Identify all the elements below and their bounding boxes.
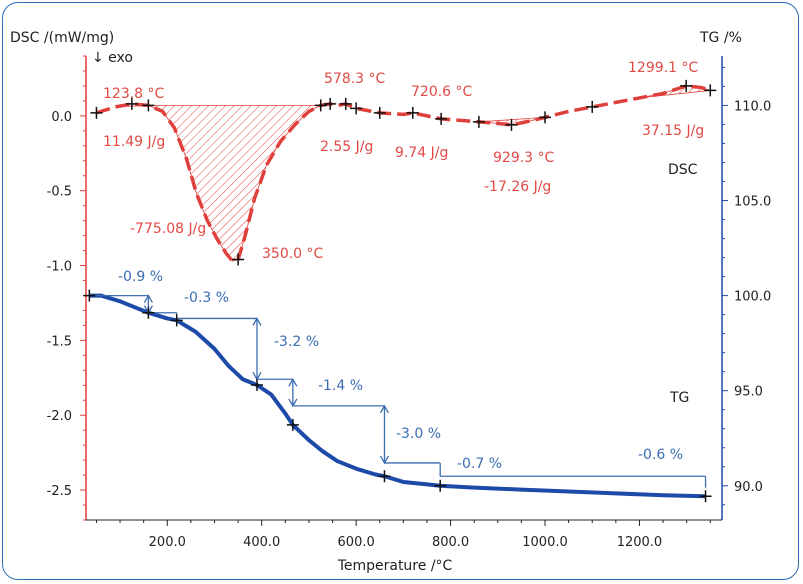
peak-1-temp: 123.8 °C [103, 86, 165, 102]
dsc-marker [406, 106, 419, 119]
y-axis-right-label: TG /% [699, 30, 742, 46]
dsc-marker [350, 102, 363, 115]
tg-step-3-label: -3.2 % [274, 334, 319, 350]
peak-3-enthalpy: 2.55 J/g [320, 139, 373, 155]
dsc-marker [373, 106, 386, 119]
peak-1-enthalpy: 11.49 J/g [103, 134, 165, 150]
tg-step-6-label: -0.7 % [457, 456, 502, 472]
exo-direction-note: ↓ exo [92, 50, 133, 66]
tg-step-7-label: -0.6 % [638, 447, 683, 463]
x-axis-label: Temperature /°C [337, 558, 453, 574]
peak-2-temp: 350.0 °C [262, 246, 324, 262]
tg-marker [170, 314, 183, 327]
y-left-tick-label: -0.5 [47, 185, 72, 200]
x-tick-label: 200.0 [149, 535, 186, 550]
y-left-tick-label: 0.0 [51, 110, 72, 125]
tg-marker [699, 490, 712, 503]
tg-step-2-label: -0.3 % [184, 290, 229, 306]
tg-marker [434, 479, 447, 492]
tg-arrowhead-up [379, 404, 390, 414]
y-right-tick-label: 90.0 [734, 480, 763, 495]
peak-4-enthalpy: 9.74 J/g [395, 145, 448, 161]
tg-marker [286, 418, 299, 431]
peak-4-temp: 720.6 °C [411, 84, 473, 100]
dsc-marker [125, 97, 138, 110]
y-left-tick-label: -2.0 [47, 409, 72, 424]
tg-arrowhead-up [288, 377, 298, 387]
dsc-marker [680, 79, 693, 92]
y-right-tick-label: 100.0 [734, 290, 771, 305]
dsc-marker [435, 112, 448, 125]
y-left-tick-label: -1.0 [47, 260, 72, 275]
x-tick-label: 1000.0 [522, 535, 568, 550]
dsc-marker [505, 118, 518, 131]
tg-step-4-label: -1.4 % [318, 378, 363, 394]
peak-2-enthalpy: -775.08 J/g [130, 221, 206, 237]
y-right-tick-label: 110.0 [734, 99, 771, 114]
tg-marker [142, 306, 155, 319]
dsc-marker [704, 84, 717, 97]
x-tick-label: 800.0 [432, 535, 469, 550]
dsc-marker [339, 97, 352, 110]
dsc-series-label: DSC [668, 162, 698, 178]
tg-series-label: TG [669, 390, 689, 406]
dsc-marker [142, 99, 155, 112]
dsc-marker [472, 115, 485, 128]
tg-arrowhead-up [252, 317, 262, 326]
tg-series-line [89, 293, 706, 499]
tg-marker [378, 470, 391, 483]
x-tick-label: 400.0 [243, 535, 280, 550]
tg-marker [83, 289, 96, 302]
tg-step-1-label: -0.9 % [118, 269, 163, 285]
dsc-marker [586, 100, 599, 113]
peak-6-temp: 1299.1 °C [628, 60, 698, 76]
tg-marker [250, 378, 263, 391]
dsc-marker [324, 97, 337, 110]
dsc-marker [539, 111, 552, 124]
y-left-tick-label: -2.5 [47, 484, 72, 499]
peak-3-temp: 578.3 °C [324, 71, 386, 87]
tg-step-5-label: -3.0 % [396, 426, 441, 442]
y-axis-left-label: DSC /(mW/mg) [10, 30, 114, 46]
peak-5-enthalpy: -17.26 J/g [484, 179, 551, 195]
y-right-tick-label: 105.0 [734, 195, 771, 210]
dsc-marker [90, 106, 103, 119]
x-tick-label: 600.0 [338, 535, 375, 550]
tg-arrowhead-up [143, 294, 153, 303]
peak-5-temp: 929.3 °C [493, 150, 555, 166]
x-tick-label: 1200.0 [617, 535, 663, 550]
dsc-marker [232, 253, 245, 266]
peak-6-enthalpy: 37.15 J/g [642, 123, 704, 139]
y-left-tick-label: -1.5 [47, 334, 72, 349]
y-right-tick-label: 95.0 [734, 385, 763, 400]
dsc-marker [314, 99, 327, 112]
